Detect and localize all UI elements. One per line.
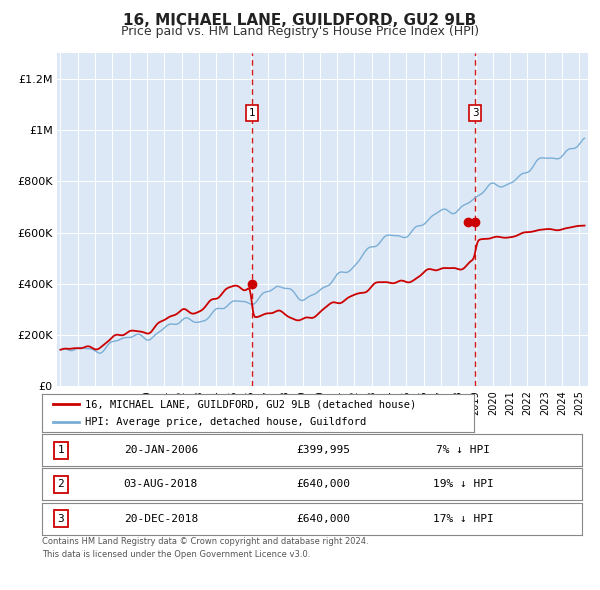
Text: 19% ↓ HPI: 19% ↓ HPI [433,480,494,489]
Text: 3: 3 [58,514,64,523]
Text: 1: 1 [58,445,64,455]
Text: HPI: Average price, detached house, Guildford: HPI: Average price, detached house, Guil… [85,417,367,427]
Text: £640,000: £640,000 [296,480,350,489]
Text: 1: 1 [248,108,255,118]
Text: 3: 3 [472,108,478,118]
Text: Price paid vs. HM Land Registry's House Price Index (HPI): Price paid vs. HM Land Registry's House … [121,25,479,38]
Text: 20-DEC-2018: 20-DEC-2018 [124,514,198,523]
Text: 17% ↓ HPI: 17% ↓ HPI [433,514,494,523]
Text: 03-AUG-2018: 03-AUG-2018 [124,480,198,489]
Text: 16, MICHAEL LANE, GUILDFORD, GU2 9LB: 16, MICHAEL LANE, GUILDFORD, GU2 9LB [124,13,476,28]
Text: £640,000: £640,000 [296,514,350,523]
Text: 16, MICHAEL LANE, GUILDFORD, GU2 9LB (detached house): 16, MICHAEL LANE, GUILDFORD, GU2 9LB (de… [85,399,416,409]
Text: 7% ↓ HPI: 7% ↓ HPI [436,445,490,455]
Text: 2: 2 [58,480,64,489]
Text: This data is licensed under the Open Government Licence v3.0.: This data is licensed under the Open Gov… [42,550,310,559]
Text: 20-JAN-2006: 20-JAN-2006 [124,445,198,455]
Text: Contains HM Land Registry data © Crown copyright and database right 2024.: Contains HM Land Registry data © Crown c… [42,537,368,546]
Text: £399,995: £399,995 [296,445,350,455]
